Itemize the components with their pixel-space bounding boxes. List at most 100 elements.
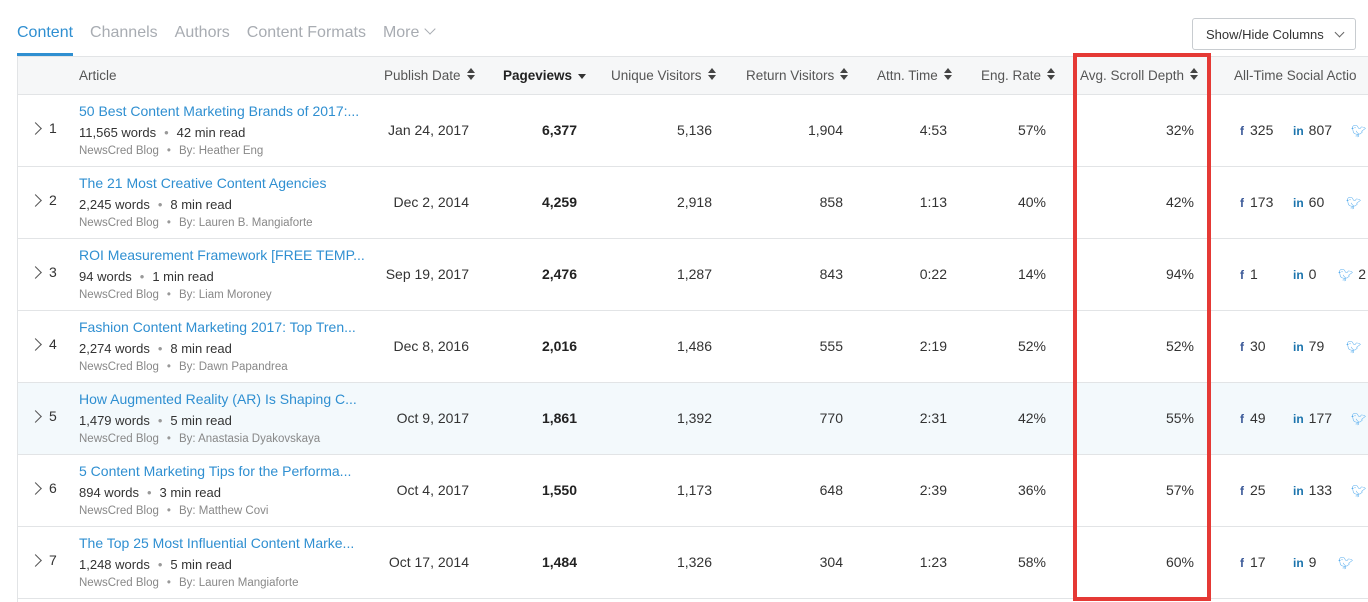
facebook-icon: f [1240,412,1244,426]
article-title-link[interactable]: The Top 25 Most Influential Content Mark… [79,535,355,551]
article-title-link[interactable]: ROI Measurement Framework [FREE TEMP... [79,247,365,263]
author-name: By: Anastasia Dyakovskaya [178,433,321,445]
table-row[interactable]: 7 The Top 25 Most Influential Content Mar… [18,527,1368,599]
facebook-icon: f [1240,124,1244,138]
column-header-article[interactable]: Article [79,57,117,95]
tab-content-formats[interactable]: Content Formats [246,24,366,41]
social-facebook: f 17 [1240,554,1266,570]
article-meta: 94 words • 1 min read [79,269,214,284]
article-source: NewsCred Blog • By: Liam Moroney [79,289,272,301]
linkedin-count: 9 [1308,554,1317,570]
scroll-depth-cell: 52% [1165,338,1194,354]
twitter-icon: 🐦︎ [1351,124,1367,138]
sort-descending-icon [578,73,587,79]
article-source: NewsCred Blog • By: Matthew Covi [79,505,268,517]
article-title-link[interactable]: 5 Content Marketing Tips for the Perform… [79,463,352,479]
column-header-scroll-depth[interactable]: Avg. Scroll Depth [1080,57,1199,95]
unique-visitors-cell: 1,326 [676,554,712,570]
publish-date-cell: Oct 4, 2017 [396,482,469,498]
article-title-link[interactable]: The 21 Most Creative Content Agencies [79,175,327,191]
article-title-link[interactable]: 50 Best Content Marketing Brands of 2017… [79,103,360,119]
table-row[interactable]: 6 5 Content Marketing Tips for the Perfor… [18,455,1368,527]
facebook-count: 30 [1250,338,1266,354]
separator-dot: • [164,125,169,140]
show-hide-columns-button[interactable]: Show/Hide Columns [1192,18,1356,50]
column-header-publish-date[interactable]: Publish Date [384,57,475,95]
pageviews-cell: 4,259 [541,194,577,210]
publish-date-cell: Oct 17, 2014 [388,554,469,570]
tab-more[interactable]: More [383,0,437,56]
chevron-right-icon[interactable] [29,194,42,207]
return-visitors-cell: 1,904 [807,122,843,138]
sort-icon [943,68,952,81]
article-meta: 1,248 words • 5 min read [79,557,232,572]
sort-icon [840,68,849,81]
social-twitter: 🐦︎ [1351,410,1368,426]
column-header-attn-time[interactable]: Attn. Time [877,57,952,95]
word-count: 2,245 words [79,197,150,212]
tab-channels[interactable]: Channels [90,24,158,41]
facebook-count: 173 [1250,194,1274,210]
author-name: By: Liam Moroney [178,289,272,301]
unique-visitors-cell: 1,486 [676,338,712,354]
linkedin-icon: in [1293,340,1304,354]
return-visitors-cell: 555 [819,338,843,354]
chevron-right-icon[interactable] [29,482,42,495]
facebook-icon: f [1240,196,1244,210]
separator-dot: • [166,217,171,229]
sort-icon [466,68,475,81]
column-header-pageviews[interactable]: Pageviews [503,57,587,95]
social-facebook: f 49 [1240,410,1266,426]
table-row[interactable]: 1 50 Best Content Marketing Brands of 201… [18,95,1368,167]
separator-dot: • [139,269,145,284]
chevron-right-icon[interactable] [29,122,42,135]
social-linkedin: in 9 [1293,554,1316,570]
social-twitter: 🐦︎ [1338,554,1358,570]
eng-rate-cell: 57% [1017,122,1046,138]
column-header-social-actions[interactable]: All-Time Social Actio [1234,57,1357,95]
facebook-icon: f [1240,268,1244,282]
chevron-right-icon[interactable] [29,266,42,279]
word-count: 2,274 words [79,341,150,356]
column-header-eng-rate[interactable]: Eng. Rate [981,57,1056,95]
content-table: Article Publish Date Pageviews Unique Vi… [17,56,1368,602]
sort-icon [1047,68,1056,81]
unique-visitors-cell: 2,918 [676,194,712,210]
author-name: By: Dawn Papandrea [178,361,288,373]
linkedin-icon: in [1293,412,1304,426]
scroll-depth-cell: 57% [1165,482,1194,498]
chevron-right-icon[interactable] [29,554,42,567]
article-title-link[interactable]: How Augmented Reality (AR) Is Shaping C.… [79,391,357,407]
unique-visitors-cell: 1,392 [676,410,712,426]
author-name: By: Lauren Mangiaforte [178,577,299,589]
eng-rate-cell: 42% [1017,410,1046,426]
column-header-article-label: Article [79,68,117,83]
chevron-right-icon[interactable] [29,338,42,351]
social-twitter: 🐦︎ [1351,482,1368,498]
read-time: 5 min read [170,413,232,428]
content-tabs: Content Channels Authors Content Formats… [17,0,451,56]
separator-dot: • [157,341,163,356]
column-header-return-visitors[interactable]: Return Visitors [746,57,849,95]
attn-time-cell: 4:53 [919,122,947,138]
table-row[interactable]: 3 ROI Measurement Framework [FREE TEMP...… [18,239,1368,311]
read-time: 8 min read [170,197,232,212]
social-twitter: 🐦︎ [1351,122,1368,138]
tab-authors[interactable]: Authors [174,24,230,41]
table-row[interactable]: 5 How Augmented Reality (AR) Is Shaping C… [18,383,1368,455]
unique-visitors-cell: 5,136 [676,122,712,138]
return-visitors-cell: 304 [819,554,843,570]
chevron-right-icon[interactable] [29,410,42,423]
column-header-unique-visitors[interactable]: Unique Visitors [611,57,716,95]
article-title-link[interactable]: Fashion Content Marketing 2017: Top Tren… [79,319,356,335]
table-row[interactable]: 2 The 21 Most Creative Content Agencies 2,… [18,167,1368,239]
return-visitors-cell: 648 [819,482,843,498]
sort-icon [1190,68,1199,81]
source-name: NewsCred Blog [79,217,159,229]
tab-content[interactable]: Content [17,0,74,56]
separator-dot: • [166,577,171,589]
article-meta: 1,479 words • 5 min read [79,413,232,428]
table-row[interactable]: 4 Fashion Content Marketing 2017: Top Tre… [18,311,1368,383]
separator-dot: • [146,485,152,500]
separator-dot: • [157,197,163,212]
